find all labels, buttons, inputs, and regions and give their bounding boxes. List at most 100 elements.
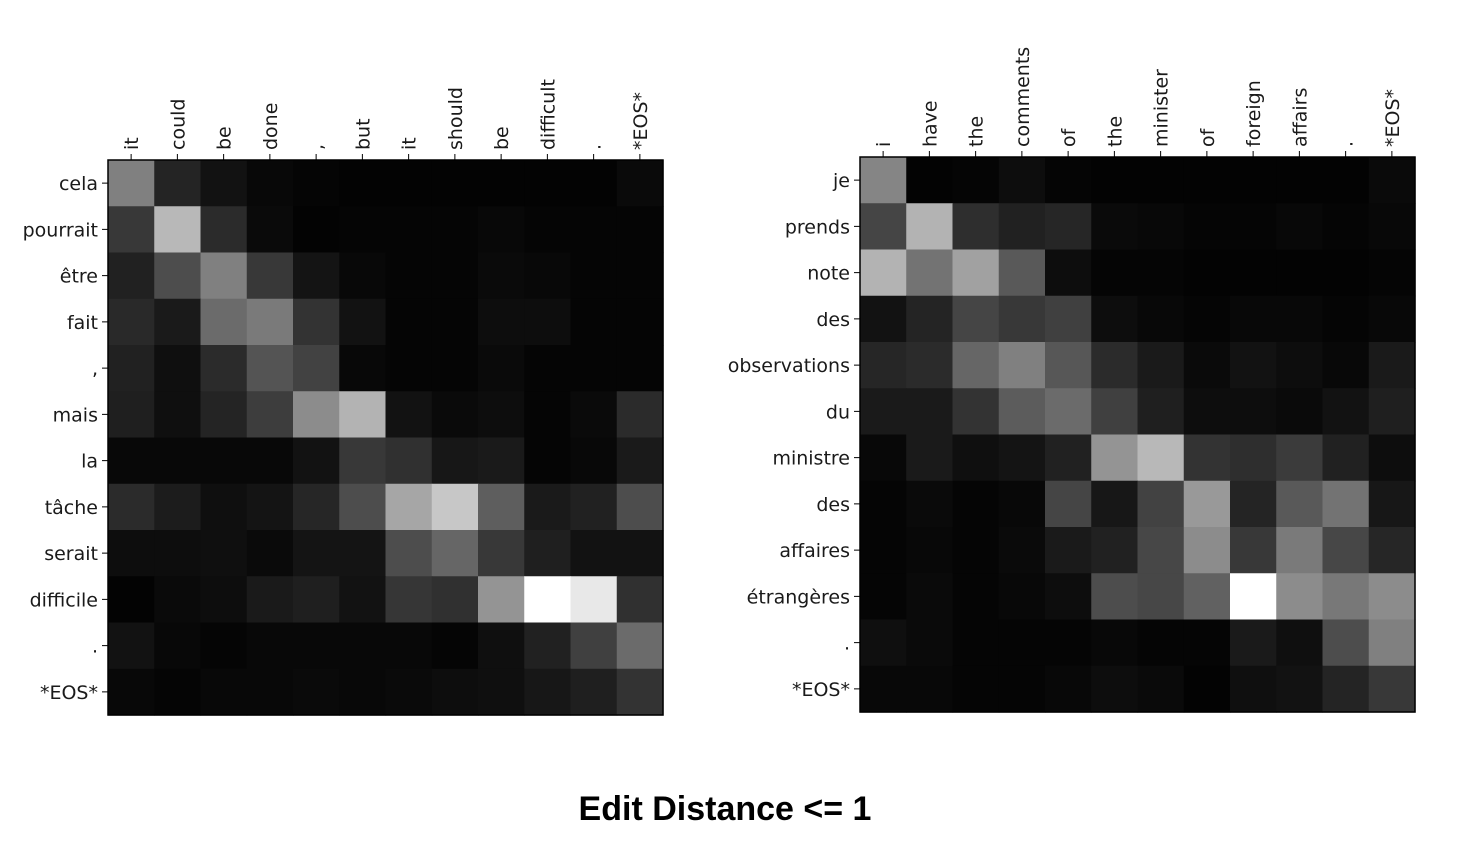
heatmap-cell [860,480,907,528]
heatmap-cell [1230,342,1277,389]
heatmap-cell [1322,203,1370,251]
heatmap-cell [1230,295,1277,343]
heatmap-cell [998,665,1046,713]
heatmap-cell [998,480,1046,528]
x-tick-label: , [306,144,328,150]
heatmap-cell [339,668,387,716]
x-tick-label: foreign [1243,80,1265,147]
heatmap-cell [154,530,202,577]
heatmap-cell [108,530,155,577]
heatmap-cell [1183,295,1231,343]
heatmap-cell [154,391,202,439]
heatmap-cell [1045,527,1092,574]
heatmap-cell [293,530,340,577]
y-tick-label: . [844,633,850,655]
y-tick-label: difficile [30,589,98,611]
heatmap-cell [906,619,954,667]
heatmap-cell [108,160,155,207]
heatmap-cell [1137,295,1185,343]
heatmap-cell [1368,619,1416,667]
heatmap-cell [431,160,479,207]
heatmap-cell [1137,665,1185,713]
figure-caption: Edit Distance <= 1 [578,790,872,828]
heatmap-cell [154,160,202,207]
heatmap-cell [860,249,907,297]
heatmap-cell [1322,157,1370,204]
x-tick-label: *EOS* [630,92,652,150]
heatmap-cell [1091,480,1139,528]
heatmap-cell [293,576,340,624]
heatmap-cell [1091,249,1139,297]
heatmap-cell [154,576,202,624]
heatmap-cell [952,249,1000,297]
heatmap-cell [478,483,525,531]
heatmap-cell [906,203,954,251]
heatmap-cell [860,157,907,204]
heatmap-cell [1230,157,1277,204]
heatmap-cell [860,527,907,574]
heatmap-cell [1368,342,1416,389]
heatmap-cell [293,437,340,485]
heatmap-cell [524,391,572,439]
heatmap-cell [108,298,155,346]
heatmap-cell [431,437,479,485]
heatmap-cell [1368,434,1416,482]
heatmap-cell [293,483,340,531]
heatmap-cell [524,576,572,624]
heatmap-cell [1091,619,1139,667]
heatmap-cell [952,342,1000,389]
heatmap-cell [339,530,387,577]
heatmap-cell [860,573,907,621]
heatmap-cell [246,252,294,300]
heatmap-cell [1183,480,1231,528]
heatmap-cell [108,576,155,624]
heatmap-cell [108,345,155,392]
y-tick-label: note [807,263,850,285]
y-tick-label: cela [59,173,98,195]
heatmap-cell [616,345,664,392]
heatmap-cell [1230,480,1277,528]
heatmap-cell [1276,388,1324,436]
heatmap-cell [616,391,664,439]
heatmap-cell [570,252,618,300]
heatmap-cell [1183,573,1231,621]
x-tick-label: the [966,116,988,147]
heatmap-cell [1045,157,1092,204]
heatmap-cell [1137,157,1185,204]
heatmap-cell [385,160,433,207]
heatmap-cell [246,345,294,392]
heatmap-cell [570,437,618,485]
heatmap-cell [616,530,664,577]
heatmap-cell [570,391,618,439]
heatmap-cell [1091,203,1139,251]
heatmap-cell [616,252,664,300]
heatmap-cell [524,345,572,392]
heatmap-cell [431,391,479,439]
heatmap-cell [385,391,433,439]
heatmap-cell [952,388,1000,436]
heatmap-cell [385,668,433,716]
heatmap-cell [246,576,294,624]
heatmap-cell [339,576,387,624]
heatmap-cell [431,483,479,531]
heatmap-cell [1045,249,1092,297]
heatmap-cell [952,665,1000,713]
heatmap-cell [1045,619,1092,667]
x-tick-label: it [121,137,143,150]
heatmap-cell [1045,573,1092,621]
heatmap-cell [1276,619,1324,667]
heatmap-cell [1368,527,1416,574]
heatmap-cell [952,527,1000,574]
x-tick-label: it [399,137,421,150]
heatmap-cell [385,437,433,485]
heatmap-cell [570,298,618,346]
heatmap-cell [339,437,387,485]
heatmap-cell [293,206,340,254]
heatmap-cell [1368,665,1416,713]
heatmap-cell [1322,388,1370,436]
heatmap-cell [998,388,1046,436]
heatmap-cell [524,206,572,254]
heatmap-cell [524,530,572,577]
x-tick-label: difficult [537,79,559,150]
